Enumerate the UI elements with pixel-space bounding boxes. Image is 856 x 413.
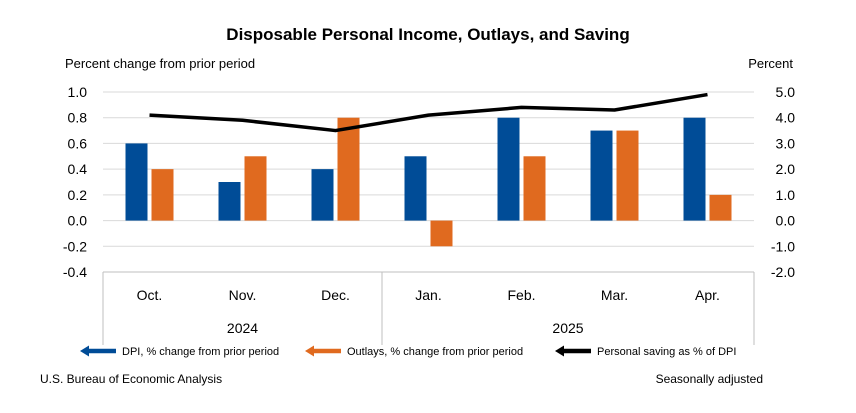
left-axis-title: Percent change from prior period	[65, 56, 255, 71]
legend-item: DPI, % change from prior period	[80, 345, 279, 358]
outlays-bar-oct	[151, 169, 174, 221]
dpi-bar-jan	[404, 156, 427, 221]
dpi-bar-mar	[590, 130, 613, 221]
left-axis-ticks: 1.0 0.8 0.6 0.4 0.2 0.0 -0.2 -0.4	[63, 84, 87, 280]
category-label: Dec.	[321, 287, 350, 303]
left-tick-label: -0.4	[63, 264, 87, 280]
right-tick-label: -2.0	[771, 264, 795, 280]
year-label: 2024	[227, 320, 258, 336]
legend-swatch-arrow-icon	[305, 345, 314, 357]
legend-item: Outlays, % change from prior period	[305, 345, 523, 358]
right-tick-label: 4.0	[776, 110, 796, 126]
right-tick-label: 3.0	[776, 135, 796, 151]
legend-swatch-arrow-icon	[80, 345, 89, 357]
right-tick-label: 2.0	[776, 161, 796, 177]
seasonally-adjusted-note: Seasonally adjusted	[656, 372, 763, 386]
left-tick-label: 1.0	[68, 84, 88, 100]
category-label: Nov.	[229, 287, 257, 303]
x-axis: Oct. Nov. Dec. Jan. Feb. Mar. Apr. 2024 2025	[102, 271, 755, 345]
legend-label: DPI, % change from prior period	[122, 346, 279, 358]
source-note: U.S. Bureau of Economic Analysis	[40, 372, 222, 386]
right-tick-label: 0.0	[776, 213, 796, 229]
right-axis-title: Percent	[748, 56, 793, 71]
left-tick-label: 0.6	[68, 135, 88, 151]
legend-label: Outlays, % change from prior period	[347, 346, 523, 358]
category-label: Apr.	[695, 287, 720, 303]
outlays-bar-jan	[430, 220, 453, 247]
year-label: 2025	[552, 320, 583, 336]
outlays-bar-feb	[523, 156, 546, 221]
left-tick-label: 0.2	[68, 187, 88, 203]
outlays-bar-nov	[244, 156, 267, 221]
bars	[125, 117, 732, 247]
chart-title: Disposable Personal Income, Outlays, and…	[226, 25, 629, 44]
outlays-bar-dec	[337, 117, 360, 221]
legend-swatch-arrow-icon	[555, 345, 564, 357]
legend-label: Personal saving as % of DPI	[597, 346, 736, 358]
right-tick-label: 1.0	[776, 187, 796, 203]
legend-item: Personal saving as % of DPI	[555, 345, 736, 358]
category-label: Mar.	[601, 287, 628, 303]
category-label: Oct.	[137, 287, 163, 303]
legend: DPI, % change from prior period Outlays, …	[80, 345, 736, 358]
left-tick-label: 0.8	[68, 110, 88, 126]
dpi-bar-nov	[218, 182, 241, 221]
dpi-bar-dec	[311, 169, 334, 221]
outlays-bar-apr	[709, 194, 732, 221]
outlays-bar-mar	[616, 130, 639, 221]
personal-saving-line	[149, 92, 708, 133]
left-tick-label: 0.0	[68, 213, 88, 229]
saving-line-layer	[149, 92, 708, 133]
category-label: Jan.	[415, 287, 441, 303]
dpi-bar-apr	[683, 117, 706, 221]
dpi-bar-oct	[125, 143, 148, 221]
right-axis-ticks: 5.0 4.0 3.0 2.0 1.0 0.0 -1.0 -2.0	[771, 84, 795, 280]
dpi-bar-feb	[497, 117, 520, 221]
right-tick-label: 5.0	[776, 84, 796, 100]
left-tick-label: 0.4	[68, 161, 88, 177]
right-tick-label: -1.0	[771, 238, 795, 254]
left-tick-label: -0.2	[63, 238, 87, 254]
category-label: Feb.	[507, 287, 535, 303]
